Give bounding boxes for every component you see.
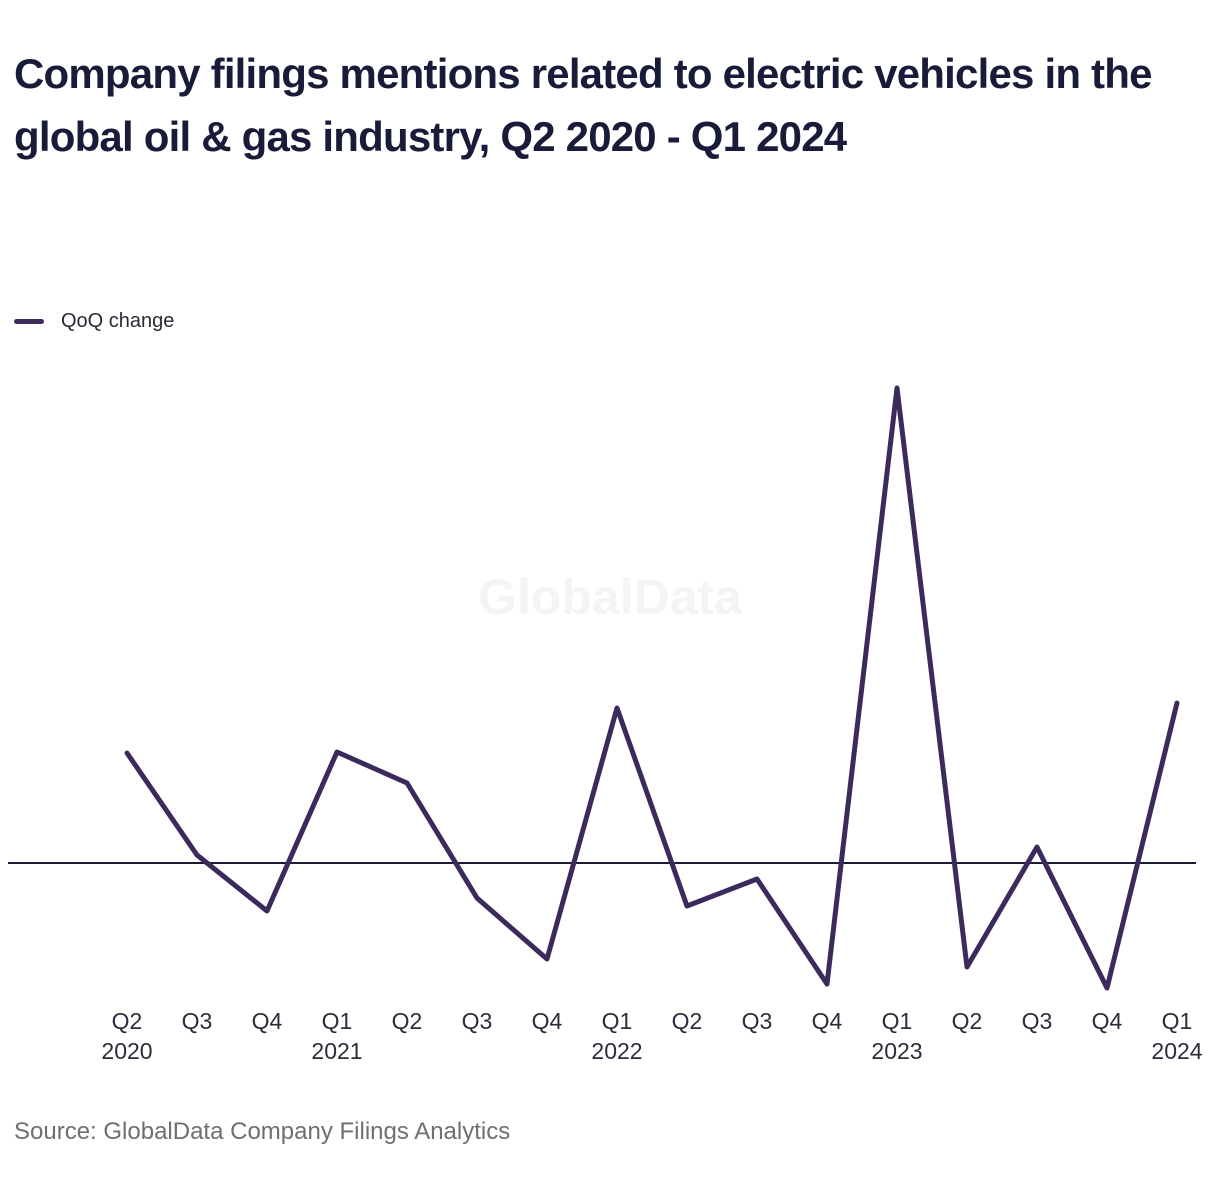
x-axis-label-q2-2020: Q2 2020 [87, 1006, 167, 1066]
x-axis-label-q2: Q2 [927, 1006, 1007, 1036]
x-axis: Q2 2020 Q3 Q4 Q1 2021 Q2 Q3 Q4 Q1 2022 Q2 Q3 Q4 Q1 2023… [0, 1006, 1220, 1076]
x-axis-label-q4: Q4 [507, 1006, 587, 1036]
quarter-label: Q3 [741, 1008, 773, 1034]
year-label: 2020 [101, 1038, 153, 1064]
quarter-label: Q2 [391, 1008, 423, 1034]
x-axis-label-q1-2021: Q1 2021 [297, 1006, 377, 1066]
quarter-label: Q1 [321, 1008, 353, 1034]
quarter-label: Q2 [671, 1008, 703, 1034]
quarter-label: Q1 [1161, 1008, 1193, 1034]
x-axis-label-q1-2022: Q1 2022 [577, 1006, 657, 1066]
quarter-label: Q3 [181, 1008, 213, 1034]
x-axis-label-q3: Q3 [997, 1006, 1077, 1036]
quarter-label: Q3 [1021, 1008, 1053, 1034]
x-axis-label-q3: Q3 [717, 1006, 797, 1036]
x-axis-label-q4: Q4 [227, 1006, 307, 1036]
source-note: Source: GlobalData Company Filings Analy… [14, 1118, 511, 1145]
quarter-label: Q2 [111, 1008, 143, 1034]
x-axis-label-q4: Q4 [787, 1006, 867, 1036]
x-axis-label-q1-2024: Q1 2024 [1137, 1006, 1217, 1066]
quarter-label: Q4 [531, 1008, 563, 1034]
legend-line-swatch-icon [14, 319, 44, 324]
quarter-label: Q1 [881, 1008, 913, 1034]
quarter-label: Q4 [811, 1008, 843, 1034]
legend-label: QoQ change [61, 310, 175, 332]
x-axis-label-q3: Q3 [157, 1006, 237, 1036]
line-chart [8, 385, 1196, 991]
year-label: 2024 [1151, 1038, 1203, 1064]
quarter-label: Q1 [601, 1008, 633, 1034]
quarter-label: Q2 [951, 1008, 983, 1034]
globaldata-watermark: GlobalData [478, 569, 742, 625]
x-axis-label-q2: Q2 [367, 1006, 447, 1036]
x-axis-label-q4: Q4 [1067, 1006, 1147, 1036]
qoq-change-line [124, 385, 1180, 991]
year-label: 2022 [591, 1038, 643, 1064]
quarter-label: Q4 [251, 1008, 283, 1034]
x-axis-label-q2: Q2 [647, 1006, 727, 1036]
chart-title: Company filings mentions related to elec… [14, 50, 1152, 160]
x-axis-label-q1-2023: Q1 2023 [857, 1006, 937, 1066]
year-label: 2021 [311, 1038, 363, 1064]
x-axis-label-q3: Q3 [437, 1006, 517, 1036]
legend: QoQ change [14, 310, 174, 333]
quarter-label: Q3 [461, 1008, 493, 1034]
year-label: 2023 [871, 1038, 923, 1064]
quarter-label: Q4 [1091, 1008, 1123, 1034]
